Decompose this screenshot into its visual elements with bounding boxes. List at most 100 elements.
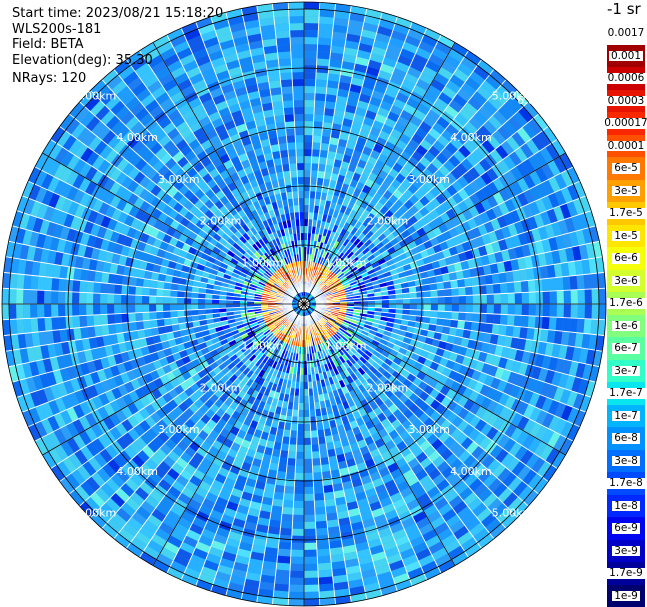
range-gate bbox=[265, 373, 273, 382]
range-gate bbox=[304, 198, 310, 206]
range-gate bbox=[533, 441, 548, 458]
range-gate bbox=[286, 465, 296, 473]
range-gate bbox=[179, 328, 189, 337]
range-gate bbox=[223, 507, 237, 518]
range-gate bbox=[275, 347, 282, 355]
range-gate bbox=[428, 323, 437, 332]
range-gate bbox=[230, 524, 244, 535]
range-gate bbox=[487, 497, 503, 513]
range-gate bbox=[196, 446, 209, 458]
range-gate bbox=[400, 319, 409, 327]
range-gate bbox=[251, 458, 263, 468]
range-gate bbox=[138, 525, 155, 540]
range-gate bbox=[47, 431, 61, 448]
range-gate bbox=[232, 346, 241, 354]
range-gate bbox=[319, 590, 335, 599]
range-gate bbox=[521, 350, 531, 365]
range-gate bbox=[304, 163, 312, 171]
range-gate bbox=[209, 509, 224, 521]
range-gate bbox=[280, 79, 293, 88]
range-gate bbox=[333, 342, 340, 351]
range-gate bbox=[492, 502, 508, 519]
range-gate bbox=[60, 441, 75, 458]
range-gate bbox=[517, 415, 530, 431]
range-gate bbox=[219, 383, 229, 394]
range-gate bbox=[134, 486, 150, 501]
range-gate bbox=[210, 375, 221, 385]
range-gate bbox=[238, 445, 249, 456]
range-gate bbox=[337, 460, 348, 470]
range-gate bbox=[321, 342, 327, 350]
range-gate bbox=[548, 356, 559, 372]
range-gate bbox=[365, 369, 375, 378]
range-gate bbox=[167, 338, 177, 348]
range-gate bbox=[364, 487, 378, 499]
range-gate bbox=[313, 107, 325, 116]
range-gate bbox=[304, 486, 314, 494]
range-gate bbox=[316, 58, 330, 67]
range-gate bbox=[177, 304, 185, 311]
range-gate bbox=[379, 338, 389, 346]
range-gate bbox=[504, 409, 517, 424]
range-gate bbox=[315, 337, 320, 345]
range-gate bbox=[255, 315, 264, 320]
range-gate bbox=[337, 510, 350, 520]
range-gate bbox=[482, 473, 498, 488]
range-gate bbox=[277, 135, 288, 144]
range-gate bbox=[80, 387, 93, 402]
range-gate bbox=[451, 311, 459, 321]
range-gate bbox=[280, 520, 293, 529]
range-gate bbox=[380, 584, 398, 596]
range-gate bbox=[437, 289, 445, 297]
range-gate bbox=[319, 597, 336, 606]
range-gate bbox=[127, 428, 141, 442]
range-gate bbox=[270, 344, 277, 352]
range-gate bbox=[535, 425, 549, 441]
range-gate bbox=[487, 477, 503, 493]
range-gate bbox=[219, 338, 229, 346]
range-gate bbox=[428, 467, 442, 481]
range-gate bbox=[501, 346, 511, 359]
range-gate bbox=[409, 304, 417, 310]
range-gate bbox=[284, 320, 291, 327]
range-gate bbox=[524, 364, 535, 378]
range-gate bbox=[354, 327, 363, 334]
range-gate bbox=[120, 351, 130, 363]
range-gate bbox=[107, 313, 116, 325]
range-gate bbox=[304, 86, 316, 94]
range-gate bbox=[496, 507, 513, 524]
range-gate bbox=[356, 461, 368, 472]
range-gate bbox=[463, 411, 476, 424]
range-gate bbox=[294, 472, 304, 480]
range-gate bbox=[86, 315, 95, 327]
range-gate bbox=[70, 377, 81, 393]
range-gate bbox=[215, 345, 225, 354]
range-gate bbox=[262, 379, 270, 389]
range-gate bbox=[142, 520, 159, 534]
range-gate bbox=[205, 379, 215, 389]
range-gate bbox=[170, 560, 187, 574]
range-gate bbox=[278, 315, 286, 320]
range-gate bbox=[268, 359, 275, 368]
range-gate bbox=[115, 468, 131, 483]
range-gate bbox=[76, 375, 88, 390]
range-gate bbox=[489, 333, 499, 345]
range-gate bbox=[335, 341, 343, 349]
range-gate bbox=[250, 381, 258, 390]
range-gate bbox=[93, 452, 108, 468]
range-gate bbox=[290, 323, 296, 331]
range-gate bbox=[301, 353, 304, 361]
range-gate bbox=[360, 568, 377, 579]
range-gate bbox=[95, 507, 112, 524]
range-gate bbox=[346, 349, 355, 357]
range-gate bbox=[147, 380, 158, 392]
range-gate bbox=[316, 548, 331, 557]
range-gate bbox=[566, 390, 578, 408]
range-gate bbox=[62, 457, 77, 474]
range-gate bbox=[209, 393, 220, 404]
range-gate bbox=[304, 570, 319, 578]
range-gate bbox=[100, 282, 109, 294]
range-gate bbox=[370, 391, 380, 402]
range-gate bbox=[118, 342, 128, 354]
range-gate bbox=[374, 378, 384, 388]
